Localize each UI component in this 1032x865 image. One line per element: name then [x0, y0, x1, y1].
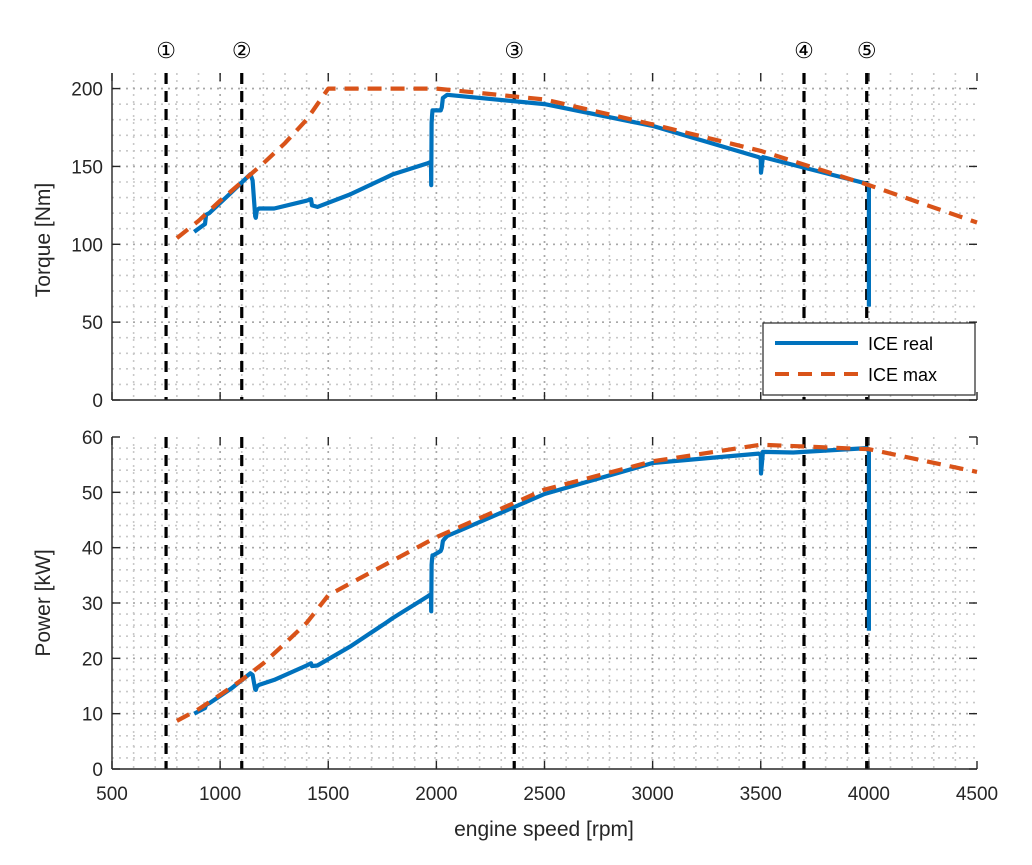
y-tick-label: 20: [82, 649, 103, 670]
y-tick-label: 150: [71, 157, 103, 178]
power-ylabel: Power [kW]: [32, 549, 55, 656]
marker-label: ③: [504, 39, 524, 64]
power-ice-real-line: [193, 446, 872, 716]
x-tick-label: 4500: [956, 784, 998, 805]
y-tick-label: 50: [82, 313, 103, 334]
y-tick-label: 10: [82, 705, 103, 726]
marker-label: ④: [794, 39, 814, 64]
x-tick-label: 2000: [415, 784, 457, 805]
torque-ice-max-line: [175, 86, 978, 240]
legend-label-ice-max: ICE max: [868, 365, 937, 385]
legend-label-ice-real: ICE real: [868, 334, 933, 354]
y-tick-label: 30: [82, 594, 103, 615]
torque-panel: 0 50 100 150 200 Torque [Nm]: [32, 73, 978, 412]
x-tick-label: 3000: [631, 784, 673, 805]
torque-marker-lines: [164, 73, 869, 400]
power-ice-max-line: [175, 442, 978, 723]
marker-label: ⑤: [857, 39, 877, 64]
torque-ice-real-line: [192, 92, 872, 307]
y-tick-label: 40: [82, 539, 103, 560]
x-tick-label: 1500: [307, 784, 349, 805]
marker-labels: ① ② ③ ④ ⑤: [156, 39, 876, 64]
y-tick-label: 0: [92, 760, 103, 781]
power-series: [175, 442, 978, 723]
power-axes: 500 1000 1500 2000 2500 3000 3500 4000 4500 0 10 20…: [82, 428, 998, 805]
x-tick-label: 2500: [523, 784, 565, 805]
y-tick-label: 200: [71, 80, 103, 101]
x-tick-label: 3500: [740, 784, 782, 805]
y-tick-label: 100: [71, 235, 103, 256]
y-tick-label: 0: [92, 391, 103, 412]
torque-axes: 0 50 100 150 200: [71, 73, 978, 412]
marker-label: ①: [156, 39, 176, 64]
legend-item-ice-real: ICE real: [775, 334, 933, 354]
marker-label: ②: [232, 39, 252, 64]
y-tick-label: 50: [82, 483, 103, 504]
torque-series: [175, 86, 978, 307]
torque-ylabel: Torque [Nm]: [32, 183, 55, 297]
x-tick-label: 1000: [199, 784, 241, 805]
power-xlabel: engine speed [rpm]: [454, 818, 634, 841]
x-tick-label: 500: [96, 784, 128, 805]
y-tick-label: 60: [82, 428, 103, 449]
legend-item-ice-max: ICE max: [775, 365, 937, 385]
legend: ICE real ICE max: [762, 322, 976, 396]
power-panel: 500 1000 1500 2000 2500 3000 3500 4000 4500 0 10 20…: [32, 428, 998, 841]
power-marker-lines: [164, 437, 869, 769]
legend-box: [762, 322, 976, 396]
x-tick-label: 4000: [848, 784, 890, 805]
